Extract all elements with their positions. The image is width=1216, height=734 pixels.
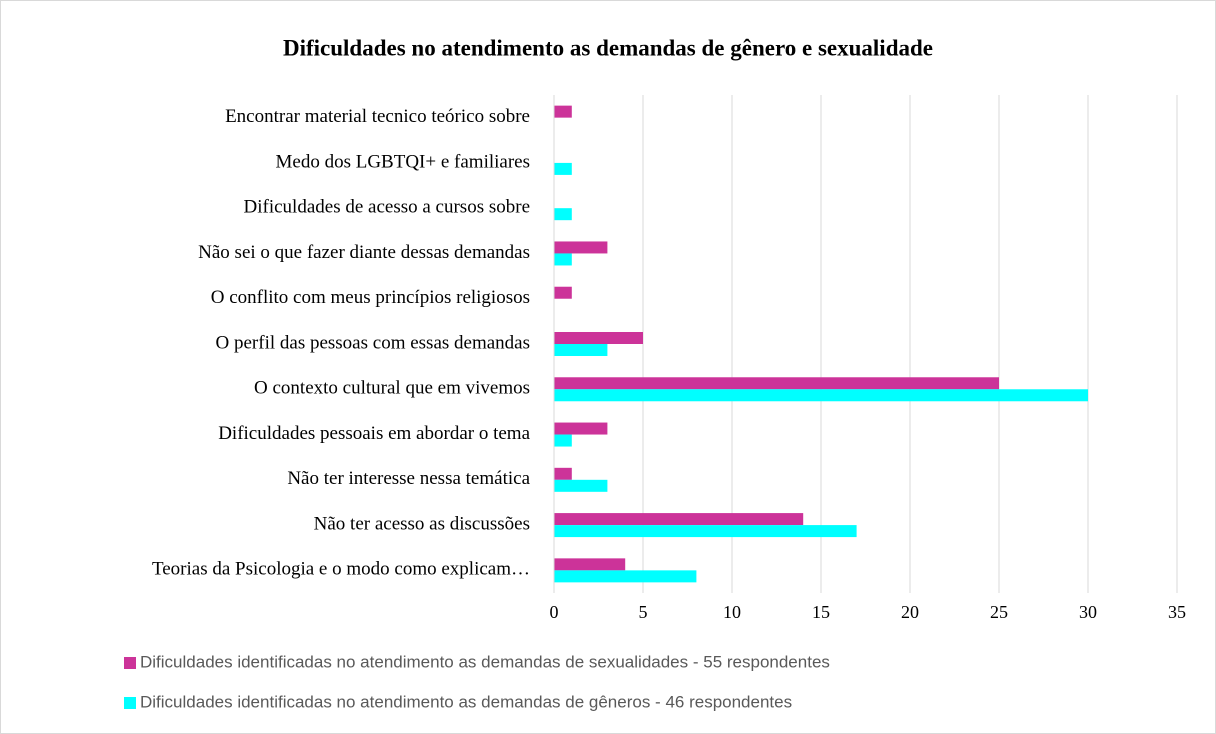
x-tick-label: 20 [901,602,919,622]
x-tick-label: 25 [990,602,1008,622]
bar [554,286,572,299]
legend-swatch [124,697,136,709]
legend-label: Dificuldades identificadas no atendiment… [140,652,830,671]
x-tick-label: 10 [723,602,741,622]
bar [554,467,572,480]
y-tick-label: Dificuldades de acesso a cursos sobre [244,197,530,218]
x-tick-label: 30 [1079,602,1097,622]
bar [554,479,608,492]
y-tick-label: Encontrar material tecnico teórico sobre [225,106,530,127]
legend-label: Dificuldades identificadas no atendiment… [140,692,792,711]
bar [554,332,643,344]
bar [554,241,608,254]
bar [554,570,697,583]
x-tick-label: 0 [550,602,559,622]
x-tick-label: 35 [1168,602,1186,622]
bar [554,558,626,571]
x-tick-label: 5 [639,602,648,622]
bar [554,208,572,221]
bar [554,162,572,175]
y-tick-label: Não sei o que fazer diante dessas demand… [198,242,530,263]
bar [554,513,804,526]
bar [554,422,608,435]
chart-title: Dificuldades no atendimento as demandas … [283,35,933,60]
legend-swatch [124,657,136,669]
y-tick-label: O contexto cultural que em vivemos [254,378,530,399]
bar [554,344,608,356]
y-tick-label: Não ter interesse nessa temática [287,468,530,489]
bar [554,389,1088,402]
bar [554,525,857,538]
bar [554,105,572,118]
bar [554,253,572,266]
y-tick-label: O conflito com meus princípios religioso… [211,287,530,308]
y-tick-label: Não ter acesso as discussões [314,513,530,534]
y-tick-label: O perfil das pessoas com essas demandas [216,332,530,353]
bar [554,434,572,447]
y-tick-label: Teorias da Psicologia e o modo como expl… [152,559,530,580]
bar [554,377,999,390]
y-tick-label: Dificuldades pessoais em abordar o tema [218,423,530,444]
y-tick-label: Medo dos LGBTQI+ e familiares [276,151,531,172]
x-tick-label: 15 [812,602,830,622]
